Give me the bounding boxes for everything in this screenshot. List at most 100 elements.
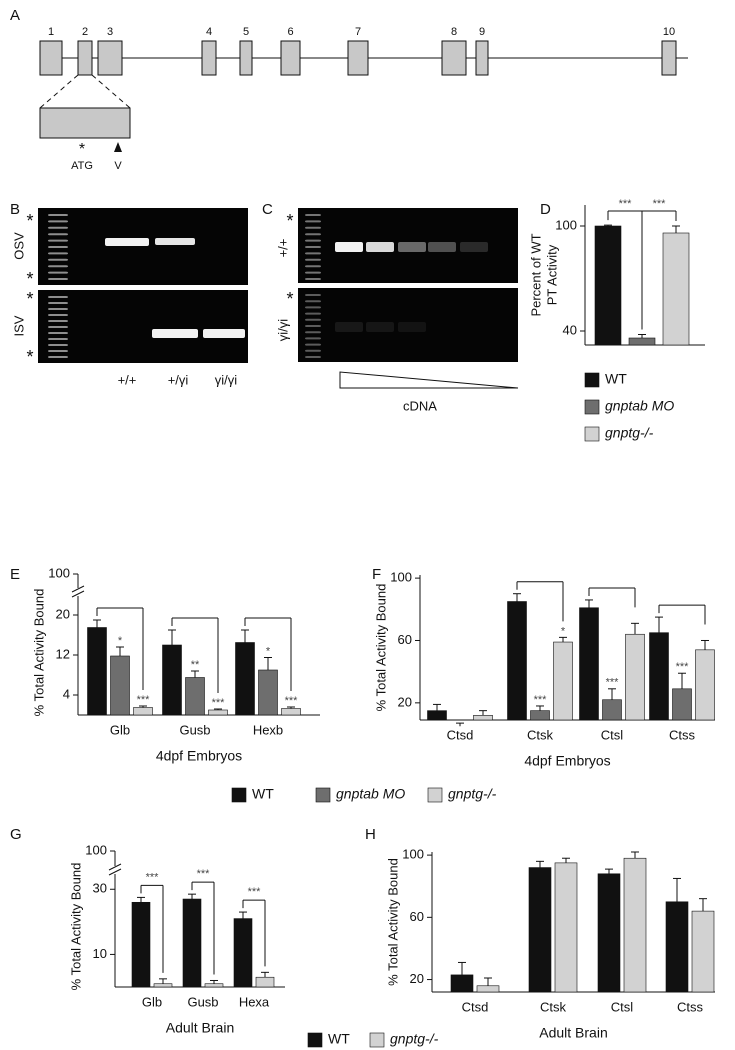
y-tick-label: 60 <box>398 632 412 647</box>
exon <box>475 40 489 76</box>
x-tick-label: Gusb <box>179 722 210 737</box>
x-tick-label: Gusb <box>187 994 218 1009</box>
x-tick-label: Ctsd <box>447 727 474 742</box>
gel <box>38 208 248 285</box>
bar <box>597 873 621 993</box>
gel-band <box>305 252 321 255</box>
x-tick-label: Hexb <box>253 722 283 737</box>
exon-label: 4 <box>206 26 212 38</box>
bar <box>235 642 255 716</box>
bar <box>208 709 228 716</box>
significance: *** <box>534 694 548 706</box>
bar <box>182 898 202 988</box>
gel-band <box>305 239 321 242</box>
exon <box>77 40 93 76</box>
gel-row-label: OSV <box>11 232 26 260</box>
gel-marker: * <box>26 211 33 231</box>
lane-label: +/γi <box>168 372 189 387</box>
exon <box>347 40 369 76</box>
bar <box>662 232 690 346</box>
exon-label: 9 <box>479 26 485 38</box>
gel-band <box>305 214 321 216</box>
bar <box>665 901 689 993</box>
bar <box>258 669 278 716</box>
gel <box>298 208 518 283</box>
gel-band <box>48 296 68 298</box>
gel-band <box>48 246 68 248</box>
legend-label: gnptg-/- <box>605 425 654 441</box>
gel-band <box>48 350 68 352</box>
bar <box>162 644 182 716</box>
bar <box>133 707 153 716</box>
significance: *** <box>137 694 151 706</box>
legend-label: WT <box>605 371 627 387</box>
gel-band <box>335 242 363 252</box>
panel-letter: A <box>10 7 20 24</box>
zoom-exon <box>39 107 131 139</box>
significance: *** <box>619 198 633 210</box>
gel-marker: * <box>26 289 33 309</box>
bar <box>476 985 500 993</box>
y-tick-label: 20 <box>410 971 424 986</box>
legend-swatch <box>584 372 600 388</box>
legend-swatch <box>584 426 600 442</box>
exon-label: 2 <box>82 26 88 38</box>
gel-bands <box>48 214 488 358</box>
legend-label: gnptab MO <box>336 786 405 802</box>
lane-label: γi/γi <box>215 372 238 387</box>
bar <box>628 337 656 346</box>
panel-letter: E <box>10 566 20 583</box>
significance: ** <box>191 659 200 671</box>
gel-band <box>48 258 68 261</box>
y-tick-label: 20 <box>398 694 412 709</box>
gel-band <box>203 329 245 338</box>
gel-band <box>48 265 68 268</box>
bar <box>507 601 527 721</box>
bar <box>233 918 253 988</box>
panel-letter: C <box>262 201 273 218</box>
significance: *** <box>212 697 226 709</box>
y-tick-label: 10 <box>93 946 107 961</box>
bar <box>530 710 550 721</box>
gel-band <box>305 246 321 248</box>
gel-band <box>305 356 321 358</box>
gel-band <box>48 338 68 340</box>
y-tick-label: 4 <box>63 686 70 701</box>
gel-band <box>460 242 488 252</box>
bar <box>255 976 275 988</box>
lane-label: +/+ <box>118 372 137 387</box>
gel-band <box>105 238 149 246</box>
gel-marker: * <box>26 269 33 289</box>
gel-band <box>152 329 198 338</box>
gel-band <box>305 258 321 261</box>
gel-band <box>305 306 321 309</box>
exon-label: 8 <box>451 26 457 38</box>
gel-band <box>48 326 68 328</box>
gel-band <box>305 271 321 274</box>
y-tick-label: 60 <box>410 909 424 924</box>
significance: *** <box>285 695 299 707</box>
gel-band <box>48 320 68 322</box>
significance: *** <box>676 661 690 673</box>
significance: *** <box>146 871 160 883</box>
gel-band <box>155 238 195 245</box>
significance: *** <box>248 886 262 898</box>
y-tick-label: 100 <box>555 217 577 232</box>
gel-band <box>48 332 68 334</box>
exon <box>239 40 253 76</box>
bar <box>554 862 578 993</box>
exon <box>280 40 301 76</box>
exon <box>39 40 63 76</box>
exon <box>97 40 123 76</box>
axis-break <box>108 868 122 876</box>
legend-swatch <box>369 1032 385 1048</box>
gel-band <box>48 356 68 358</box>
bar <box>87 627 107 716</box>
x-tick-label: Ctsl <box>601 727 624 742</box>
bar <box>427 710 447 721</box>
bar <box>553 641 573 721</box>
exon-label: 5 <box>243 26 249 38</box>
gel-band <box>305 278 321 280</box>
x-tick-label: Ctsd <box>462 999 489 1014</box>
legend-label: WT <box>328 1031 350 1047</box>
